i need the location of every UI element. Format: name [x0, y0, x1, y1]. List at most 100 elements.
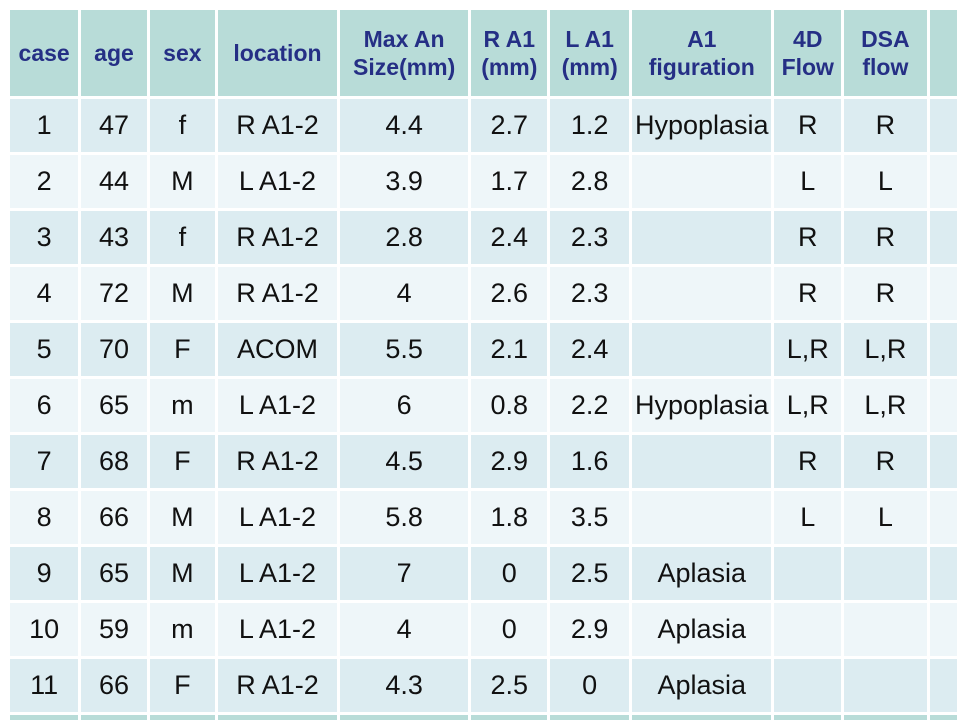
- table-cell: 2.7: [471, 99, 548, 152]
- table-cell: [632, 155, 772, 208]
- cropped-column-cell: [929, 379, 957, 432]
- header-row: case age sex location Max An Size(mm) R A1 (m…: [10, 10, 957, 96]
- table-cell: 4.5: [339, 435, 469, 488]
- table-cell: L A1-2: [218, 155, 337, 208]
- column-header: 4D Flow: [774, 10, 842, 96]
- table-cell: [632, 323, 772, 376]
- table-cell: 2.6: [471, 267, 548, 320]
- table-cell: 3.5: [550, 491, 630, 544]
- table-cell: f: [149, 211, 215, 264]
- table-cell: Hypoplasia: [632, 379, 772, 432]
- table-cell: 9: [10, 547, 79, 600]
- table-cell: 2.3: [550, 211, 630, 264]
- table-cell: 1: [10, 99, 79, 152]
- table-cell: R: [774, 211, 842, 264]
- table-cell: 1.8: [471, 491, 548, 544]
- table-cell: 7: [10, 435, 79, 488]
- table-cell: 4.4: [339, 99, 469, 152]
- table-cell: 2: [10, 155, 79, 208]
- cropped-column-cell: [929, 435, 957, 488]
- table-cell: [632, 211, 772, 264]
- cropped-bottom-cell: [149, 715, 215, 720]
- table-cell: R: [774, 435, 842, 488]
- table-cell: 0: [471, 547, 548, 600]
- patient-data-table: case age sex location Max An Size(mm) R A1 (m…: [7, 7, 960, 720]
- cropped-column-cell: [929, 155, 957, 208]
- table-cell: R: [844, 99, 927, 152]
- table-cell: [844, 603, 927, 656]
- cropped-bottom-cell: [81, 715, 147, 720]
- table-cell: M: [149, 267, 215, 320]
- table-cell: R: [844, 211, 927, 264]
- cropped-bottom-cell: [218, 715, 337, 720]
- cropped-column-cell: [929, 603, 957, 656]
- table-cell: F: [149, 435, 215, 488]
- table-cell: [774, 659, 842, 712]
- table-cell: 3.9: [339, 155, 469, 208]
- table-cell: 68: [81, 435, 147, 488]
- column-header: Max An Size(mm): [339, 10, 469, 96]
- table-cell: 6: [339, 379, 469, 432]
- table-cell: F: [149, 323, 215, 376]
- column-header: A1 figuration: [632, 10, 772, 96]
- table-cell: 2.8: [339, 211, 469, 264]
- table-cell: 2.5: [471, 659, 548, 712]
- cropped-bottom-cell: [929, 715, 957, 720]
- table-cell: 72: [81, 267, 147, 320]
- table-cell: L: [844, 155, 927, 208]
- table-cell: 43: [81, 211, 147, 264]
- table-cell: 2.9: [471, 435, 548, 488]
- table-row: 11 66 F R A1-2 4.3 2.5 0 Aplasia: [10, 659, 957, 712]
- cropped-bottom-cell: [844, 715, 927, 720]
- table-row: 5 70 F ACOM 5.5 2.1 2.4 L,R L,R: [10, 323, 957, 376]
- table-cell: L: [774, 491, 842, 544]
- column-header: case: [10, 10, 79, 96]
- table-cell: R A1-2: [218, 99, 337, 152]
- column-header: L A1 (mm): [550, 10, 630, 96]
- table-cell: M: [149, 547, 215, 600]
- table-cell: 8: [10, 491, 79, 544]
- table-cell: L,R: [774, 323, 842, 376]
- table-row: 10 59 m L A1-2 4 0 2.9 Aplasia: [10, 603, 957, 656]
- cropped-column-cell: [929, 267, 957, 320]
- table-row: 9 65 M L A1-2 7 0 2.5 Aplasia: [10, 547, 957, 600]
- table-cell: 0: [550, 659, 630, 712]
- table-cell: L,R: [844, 323, 927, 376]
- table-cell: 66: [81, 659, 147, 712]
- table-cell: 5.5: [339, 323, 469, 376]
- cropped-bottom-row: [10, 715, 957, 720]
- table-cell: L A1-2: [218, 603, 337, 656]
- cropped-bottom-cell: [632, 715, 772, 720]
- table-cell: [632, 491, 772, 544]
- table-cell: m: [149, 603, 215, 656]
- table-header: case age sex location Max An Size(mm) R A1 (m…: [10, 10, 957, 96]
- table-cell: 4: [10, 267, 79, 320]
- table-cell: Aplasia: [632, 659, 772, 712]
- table-body: 1 47 f R A1-2 4.4 2.7 1.2 Hypoplasia R R 2 44 M L A1-…: [10, 99, 957, 720]
- table-cell: M: [149, 491, 215, 544]
- table-cell: L,R: [844, 379, 927, 432]
- table-cell: [632, 267, 772, 320]
- table-cell: 2.4: [550, 323, 630, 376]
- table-cell: L: [774, 155, 842, 208]
- cropped-bottom-cell: [774, 715, 842, 720]
- table-cell: 11: [10, 659, 79, 712]
- table-cell: 7: [339, 547, 469, 600]
- table-cell: 0: [471, 603, 548, 656]
- table-cell: 2.9: [550, 603, 630, 656]
- table-row: 4 72 M R A1-2 4 2.6 2.3 R R: [10, 267, 957, 320]
- table-cell: 1.2: [550, 99, 630, 152]
- table-cell: 10: [10, 603, 79, 656]
- table-cell: 1.7: [471, 155, 548, 208]
- table-row: 8 66 M L A1-2 5.8 1.8 3.5 L L: [10, 491, 957, 544]
- table-row: 6 65 m L A1-2 6 0.8 2.2 Hypoplasia L,R L,R: [10, 379, 957, 432]
- table-cell: R: [774, 267, 842, 320]
- cropped-column-header: [929, 10, 957, 96]
- table-cell: 2.4: [471, 211, 548, 264]
- column-header: sex: [149, 10, 215, 96]
- table-cell: 4: [339, 267, 469, 320]
- table-cell: L A1-2: [218, 379, 337, 432]
- table-row: 2 44 M L A1-2 3.9 1.7 2.8 L L: [10, 155, 957, 208]
- column-header: location: [218, 10, 337, 96]
- table-cell: R: [774, 99, 842, 152]
